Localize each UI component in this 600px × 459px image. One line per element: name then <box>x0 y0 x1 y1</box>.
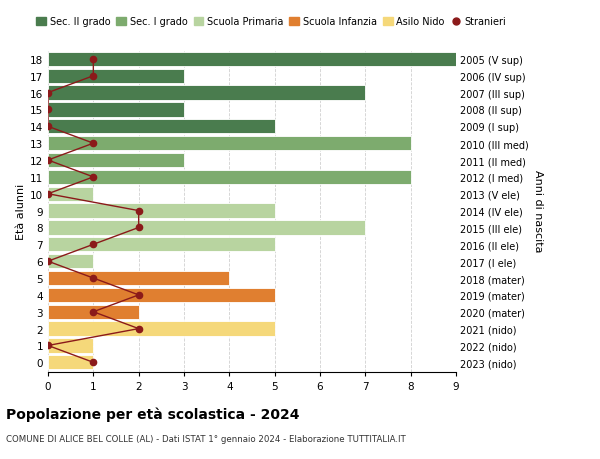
Bar <box>48 187 94 202</box>
Bar <box>48 153 184 168</box>
Bar <box>48 170 410 185</box>
Legend: Sec. II grado, Sec. I grado, Scuola Primaria, Scuola Infanzia, Asilo Nido, Stran: Sec. II grado, Sec. I grado, Scuola Prim… <box>32 14 510 31</box>
Bar <box>48 288 275 302</box>
Bar <box>48 305 139 319</box>
Bar <box>48 254 94 269</box>
Bar <box>48 238 275 252</box>
Bar <box>48 221 365 235</box>
Text: Popolazione per età scolastica - 2024: Popolazione per età scolastica - 2024 <box>6 406 299 421</box>
Bar <box>48 137 410 151</box>
Text: COMUNE DI ALICE BEL COLLE (AL) - Dati ISTAT 1° gennaio 2024 - Elaborazione TUTTI: COMUNE DI ALICE BEL COLLE (AL) - Dati IS… <box>6 434 406 443</box>
Bar <box>48 53 456 67</box>
Bar <box>48 322 275 336</box>
Y-axis label: Età alunni: Età alunni <box>16 183 26 239</box>
Bar <box>48 271 229 285</box>
Y-axis label: Anni di nascita: Anni di nascita <box>533 170 543 252</box>
Bar <box>48 86 365 101</box>
Bar <box>48 204 275 218</box>
Bar <box>48 355 94 369</box>
Bar <box>48 103 184 118</box>
Bar <box>48 69 184 84</box>
Bar <box>48 120 275 134</box>
Bar <box>48 339 94 353</box>
